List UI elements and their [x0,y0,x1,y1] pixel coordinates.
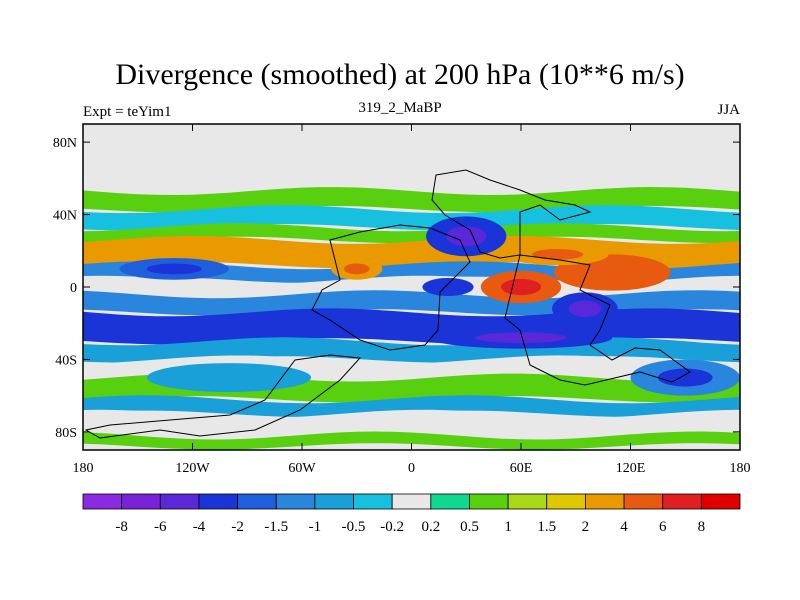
contour-feature-core [343,263,370,275]
colorbar-swatch [507,493,548,510]
colorbar-swatch [121,493,161,510]
coastline [84,354,362,439]
y-tick-label: 80N [53,136,77,151]
colorbar-swatch [700,493,741,510]
colorbar-label: 4 [620,519,628,535]
colorbar-swatch [391,493,432,510]
contour-band [83,355,740,381]
colorbar-label: -0.5 [342,519,366,535]
colorbar-label: -1 [309,519,322,535]
contour-band [83,223,740,244]
contour-feature-core [531,248,584,260]
colorbar-swatch [314,493,354,510]
colorbar-swatch [237,493,277,510]
contour-feature-core [583,263,642,282]
x-tick-label: 180 [73,461,94,476]
colorbar-swatch [159,493,200,510]
x-tick-label: 120E [616,461,646,476]
coastline [504,254,691,386]
y-tick-label: 40S [55,353,77,368]
x-tick-label: 60E [510,461,533,476]
contour-feature-core [500,278,542,296]
contour-band [83,409,740,439]
x-tick-label: 0 [408,461,415,476]
experiment-label: Expt = teYim1 [83,104,172,120]
colorbar-swatch [585,493,625,510]
contour-feature-core [657,368,713,387]
colorbar-swatch [198,493,238,510]
season-label: JJA [717,102,740,118]
contour-feature-core [475,332,567,344]
colorbar-label: -2 [231,519,244,535]
run-label: 319_2_MaBP [358,100,442,116]
colorbar-swatch [353,493,393,510]
colorbar-label: 6 [659,519,667,535]
contour-band [83,395,740,417]
colorbar-label: 0.5 [460,519,479,535]
colorbar-swatch [662,493,702,510]
y-tick-label: 0 [70,281,77,296]
colorbar-label: 0.2 [421,519,440,535]
colorbar-swatch [469,493,509,510]
contour-feature-core [146,263,202,275]
contour-feature-core [568,300,602,317]
colorbar-label: 8 [698,519,706,535]
coastline [311,224,471,351]
colorbar-label: 2 [582,519,590,535]
colorbar-label: -8 [115,519,128,535]
colorbar-swatch [623,493,664,510]
y-tick-label: 80S [55,426,77,441]
contour-feature-core [435,282,461,292]
colorbar-swatch [82,493,123,510]
colorbar-label: 1.5 [537,519,556,535]
x-tick-label: 180 [730,461,751,476]
chart-title: Divergence (smoothed) at 200 hPa (10**6 … [115,58,685,91]
x-tick-label: 60W [288,461,316,476]
contour-band [83,431,740,450]
colorbar-label: 1 [504,519,512,535]
colorbar-label: -1.5 [264,519,288,535]
colorbar-swatch [430,493,470,510]
contour-feature-core [187,370,271,385]
coastline [431,169,592,259]
colorbar-label: -4 [193,519,206,535]
contour-band [83,275,740,298]
colorbar-swatch [546,493,586,510]
colorbar-label: -6 [154,519,167,535]
colorbar-label: -0.2 [380,519,404,535]
x-tick-label: 120W [175,461,210,476]
y-tick-label: 40N [53,209,77,224]
colorbar-swatch [275,493,316,510]
contour-feature-core [446,226,487,247]
field-layer [83,124,740,450]
